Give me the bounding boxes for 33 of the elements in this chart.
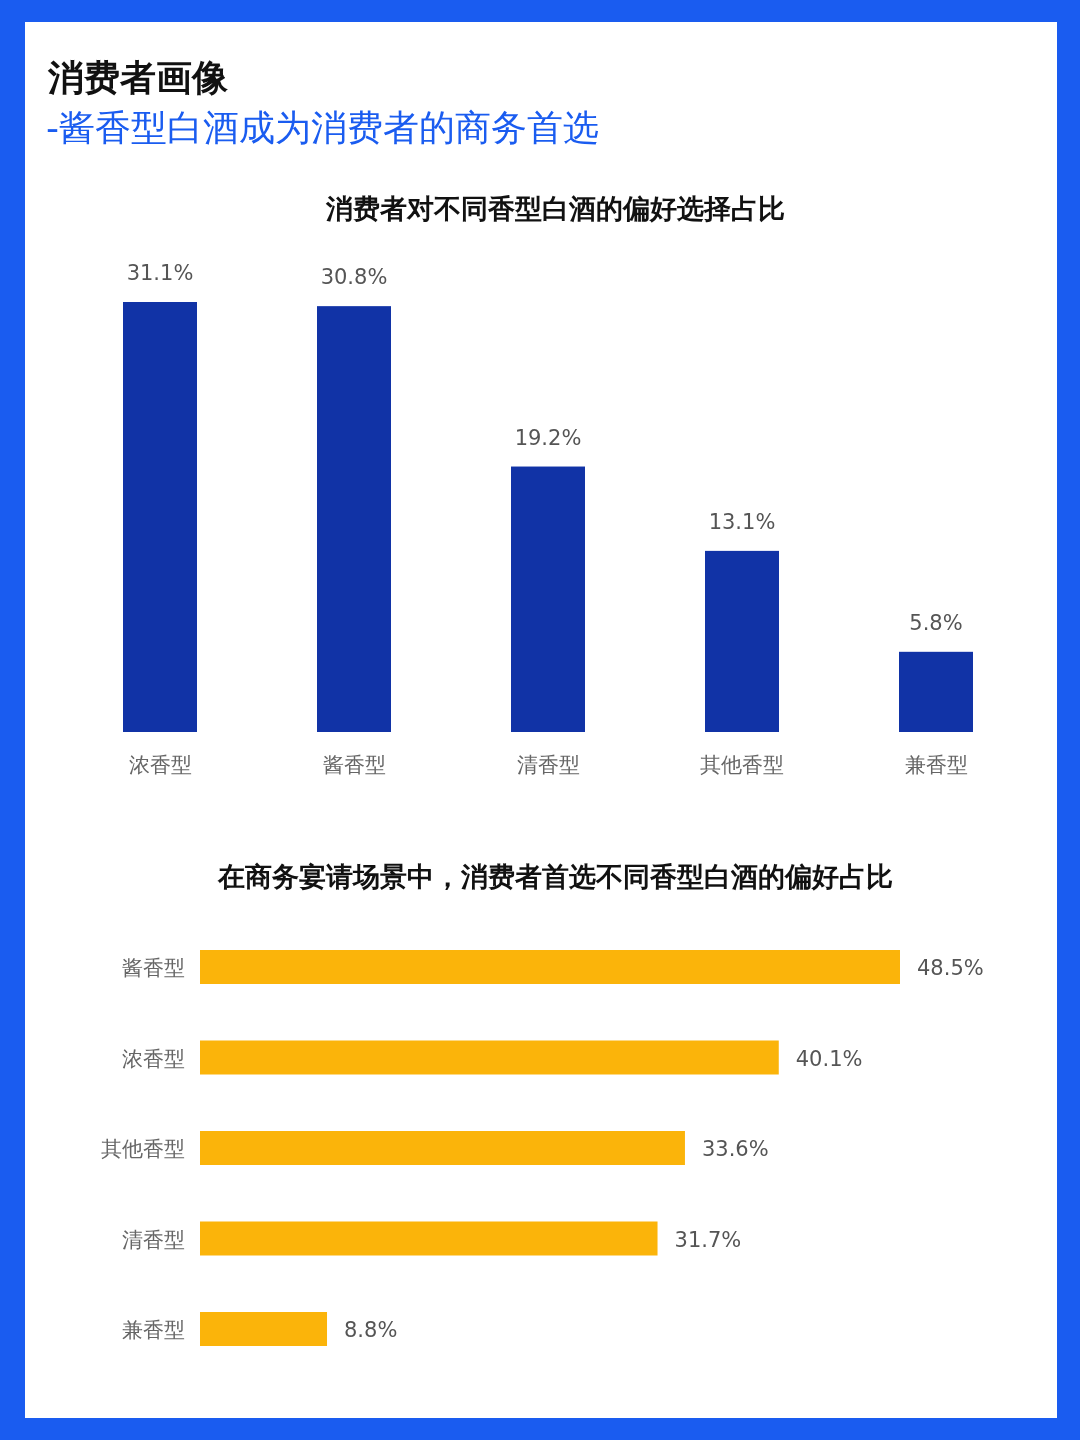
y-tick-label: 酱香型	[122, 956, 185, 980]
text: -酱香型白酒成为消费者的商务首选	[46, 107, 599, 148]
data-label: 19.2%	[514, 425, 582, 450]
data-label: 31.1%	[126, 261, 194, 285]
data-label: 33.6%	[701, 1137, 769, 1161]
bar	[705, 550, 779, 732]
bar	[899, 651, 973, 732]
x-tick-label: 其他香型	[700, 753, 784, 777]
x-tick-label: 酱香型	[322, 753, 386, 777]
data-label: 48.5%	[917, 956, 984, 980]
x-tick-label: 兼香型	[904, 753, 968, 777]
y-tick-label: 清香型	[122, 1227, 185, 1252]
data-label: 8.8%	[344, 1318, 398, 1342]
bar	[200, 950, 900, 984]
bar	[200, 1312, 328, 1346]
y-tick-label: 浓香型	[122, 1046, 185, 1071]
data-label: 31.7%	[674, 1227, 742, 1252]
x-tick-label: 清香型	[516, 753, 580, 777]
data-label: 5.8%	[909, 610, 963, 635]
y-tick-label: 兼香型	[122, 1318, 185, 1342]
bar	[200, 1040, 779, 1075]
data-label: 40.1%	[795, 1046, 863, 1071]
bar	[317, 306, 391, 732]
bar	[200, 1131, 685, 1165]
chart-title: 消费者对不同香型白酒的偏好选择占比	[324, 193, 785, 224]
bar	[511, 466, 585, 732]
text: 消费者画像	[47, 57, 228, 98]
bar	[123, 302, 197, 732]
y-tick-label: 其他香型	[101, 1137, 185, 1161]
data-label: 30.8%	[320, 265, 388, 290]
chart-title: 在商务宴请场景中，消费者首选不同香型白酒的偏好占比	[216, 861, 893, 892]
bar	[200, 1221, 658, 1256]
data-label: 13.1%	[708, 509, 776, 534]
